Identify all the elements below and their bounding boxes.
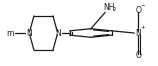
Text: 2: 2 <box>112 7 116 12</box>
Text: m: m <box>6 29 14 37</box>
Text: N: N <box>26 29 32 37</box>
Text: O: O <box>135 51 141 60</box>
Text: −: − <box>140 3 144 8</box>
Text: N: N <box>55 29 61 37</box>
Text: +: + <box>140 25 144 30</box>
Text: O: O <box>135 6 141 15</box>
Text: N: N <box>135 29 141 37</box>
Text: NH: NH <box>103 3 115 12</box>
